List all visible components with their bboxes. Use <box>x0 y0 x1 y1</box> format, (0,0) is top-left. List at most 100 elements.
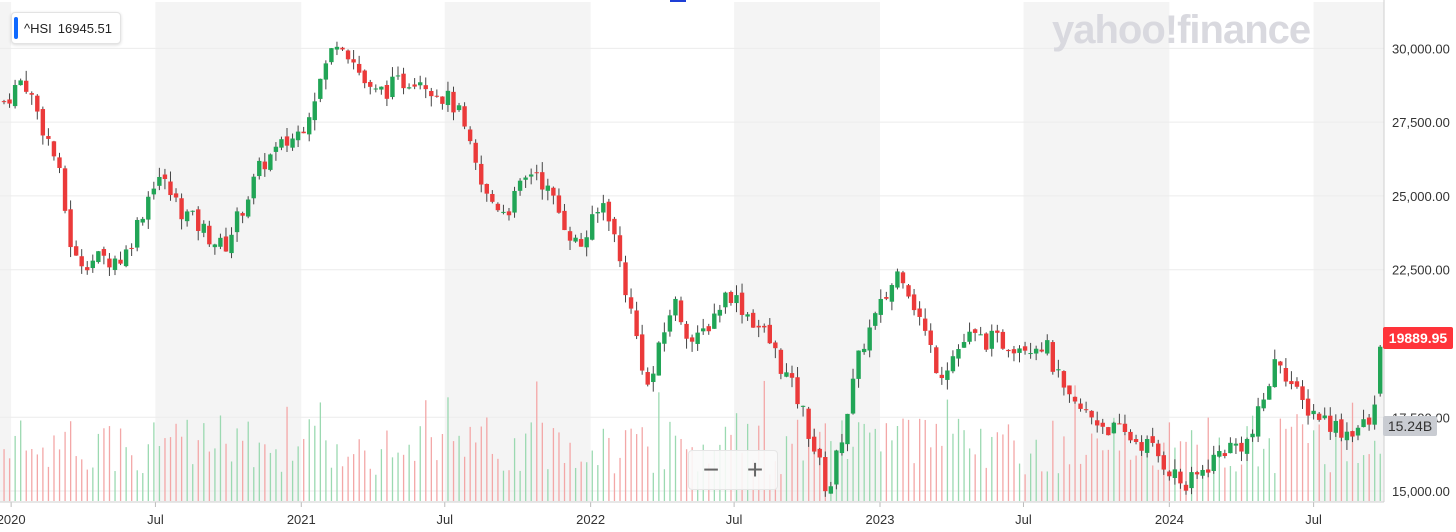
candle-body <box>284 136 290 146</box>
candle-body <box>273 146 279 152</box>
candle-body <box>434 95 440 97</box>
candle-body <box>1244 438 1250 454</box>
candle-body <box>1339 419 1344 438</box>
volume-bar <box>69 421 72 501</box>
volume-bar <box>269 452 272 501</box>
zoom-out-button[interactable]: − <box>702 454 720 485</box>
candle-body <box>750 312 756 328</box>
candle-body <box>989 330 994 349</box>
candle-body <box>207 225 212 245</box>
volume-bar <box>108 426 111 501</box>
volume-bar <box>1013 440 1015 501</box>
volume-bar <box>497 458 499 501</box>
candle-body <box>23 80 29 92</box>
volume-bar <box>1224 467 1226 501</box>
candle-body <box>1150 436 1155 443</box>
volume-bar <box>1124 434 1126 501</box>
volume-bar <box>830 441 832 501</box>
zoom-in-button[interactable]: + <box>746 454 764 485</box>
symbol-legend[interactable]: ^HSI 16945.51 <box>11 12 122 44</box>
candle-body <box>1078 403 1083 409</box>
period-band <box>444 2 591 502</box>
candle-body <box>578 239 584 247</box>
volume-bar <box>480 426 482 501</box>
candle-body <box>1261 399 1266 409</box>
volume-bar <box>1307 443 1309 501</box>
candle-body <box>873 313 878 326</box>
candle-body <box>1094 420 1100 426</box>
volume-bar <box>386 430 388 501</box>
candle-body <box>467 129 473 142</box>
volume-bar <box>1218 437 1220 501</box>
candle-body <box>634 310 639 337</box>
volume-bar <box>125 447 127 501</box>
candle-body <box>1122 423 1128 432</box>
volume-bar <box>1129 459 1132 501</box>
volume-bar <box>486 417 488 501</box>
volume-bar <box>1368 454 1370 501</box>
volume-bar <box>1168 422 1171 501</box>
candle-body <box>656 342 662 376</box>
volume-bar <box>380 449 383 501</box>
candle-body <box>773 342 778 349</box>
volume-bar <box>275 449 277 501</box>
candle-body <box>850 378 856 414</box>
volume-bar <box>264 444 266 501</box>
volume-bar <box>186 419 188 501</box>
candle-body <box>390 76 395 98</box>
volume-bar <box>641 427 643 501</box>
volume-bar <box>1152 465 1154 501</box>
volume-bar <box>1041 471 1043 501</box>
volume-bar <box>330 467 333 501</box>
volume-bar <box>291 460 294 501</box>
volume-bar <box>447 397 449 501</box>
candle-body <box>895 271 900 288</box>
volume-bar <box>930 447 932 501</box>
candle-body <box>706 326 711 332</box>
volume-bar <box>846 458 849 501</box>
volume-bar <box>1335 429 1337 501</box>
volume-bar <box>1301 424 1304 501</box>
volume-bar <box>569 442 571 501</box>
volume-bar <box>347 456 349 501</box>
candle-body <box>456 105 462 111</box>
legend-color-swatch <box>14 17 18 39</box>
candle-body <box>528 174 534 177</box>
volume-bar <box>236 428 238 501</box>
candle-body <box>1350 431 1355 437</box>
candle-body <box>517 180 523 191</box>
candle-body <box>778 349 784 374</box>
candle-body <box>218 237 223 247</box>
volume-bar <box>1035 439 1037 501</box>
candle-body <box>667 315 673 332</box>
candle-body <box>595 212 600 214</box>
volume-bar <box>253 467 255 501</box>
volume-bar <box>1157 469 1159 501</box>
volume-bar <box>1091 433 1093 501</box>
candle-body <box>1067 385 1072 395</box>
candle-body <box>867 327 872 351</box>
volume-bar <box>1213 452 1215 501</box>
candle-body <box>1322 415 1327 419</box>
candle-body <box>490 194 495 202</box>
volume-bar <box>1207 417 1209 501</box>
candle-body <box>229 234 234 254</box>
candle-body <box>950 356 956 372</box>
candle-body <box>767 324 772 344</box>
candle-body <box>1250 433 1255 438</box>
candle-body <box>1361 419 1366 428</box>
volume-bar <box>857 422 860 501</box>
volume-bar <box>1024 474 1026 501</box>
volume-bar <box>852 446 854 501</box>
volume-bar <box>414 460 416 501</box>
candle-body <box>995 330 1000 333</box>
candle-body <box>329 48 334 63</box>
volume-bar <box>42 447 44 501</box>
candle-body <box>1233 443 1239 446</box>
volume-bar <box>1085 454 1087 501</box>
volume-bar <box>419 426 421 501</box>
candle-body <box>312 101 317 121</box>
volume-bar <box>624 430 627 501</box>
candle-body <box>46 136 51 139</box>
